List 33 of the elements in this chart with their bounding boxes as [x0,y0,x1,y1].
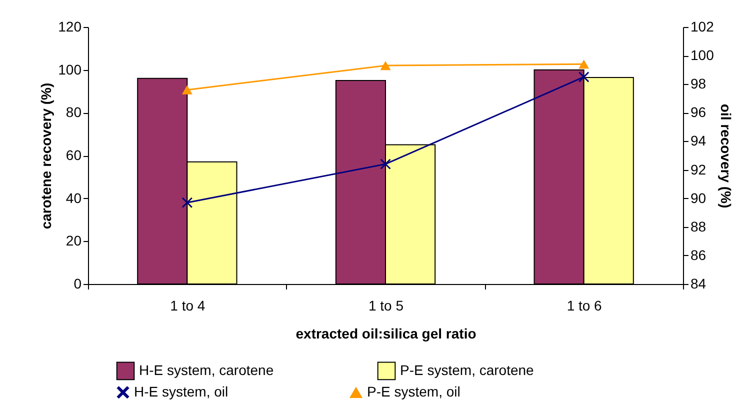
legend-label: H-E system, carotene [139,362,274,378]
y2-tick-label: 84 [690,276,706,292]
y2-tick-label: 94 [690,132,706,149]
point [578,72,590,82]
y-tick-label: 40 [66,190,82,206]
y2-tick-label: 90 [690,190,706,206]
y-tick-label: 120 [58,18,82,34]
x-tick-label: 1 to 4 [170,298,206,314]
y2-tick-label: 92 [690,161,706,178]
point [380,158,391,170]
x-tick-label: 1 to 6 [566,298,602,314]
y2-tick-label: 88 [690,218,706,234]
x-axis-title: extracted oil:silica gel ratio [296,326,476,342]
y2-tick-label: 100 [690,47,714,64]
point [380,61,391,70]
y2-tick-label: 86 [690,246,706,263]
y-tick-label: 100 [58,61,82,78]
x-tick-label: 1 to 5 [368,298,404,314]
point [182,85,192,94]
y2-tick-label: 98 [690,76,706,92]
legend-label: P-E system, carotene [400,362,534,378]
y-tick-label: 20 [66,232,82,249]
y-tick-label: 80 [66,104,82,120]
y2-tick-label: 102 [690,18,714,34]
y-tick-label: 60 [66,147,82,163]
point [578,60,590,69]
y-axis-title: carotene recovery (%) [38,82,54,230]
legend-label: P-E system, oil [367,384,460,400]
legend-label: H-E system, oil [134,383,228,400]
y2-tick-label: 96 [690,104,706,120]
point [182,197,192,208]
y-tick-label: 0 [74,276,82,292]
y2-axis-title: oil recovery (%) [718,104,734,208]
